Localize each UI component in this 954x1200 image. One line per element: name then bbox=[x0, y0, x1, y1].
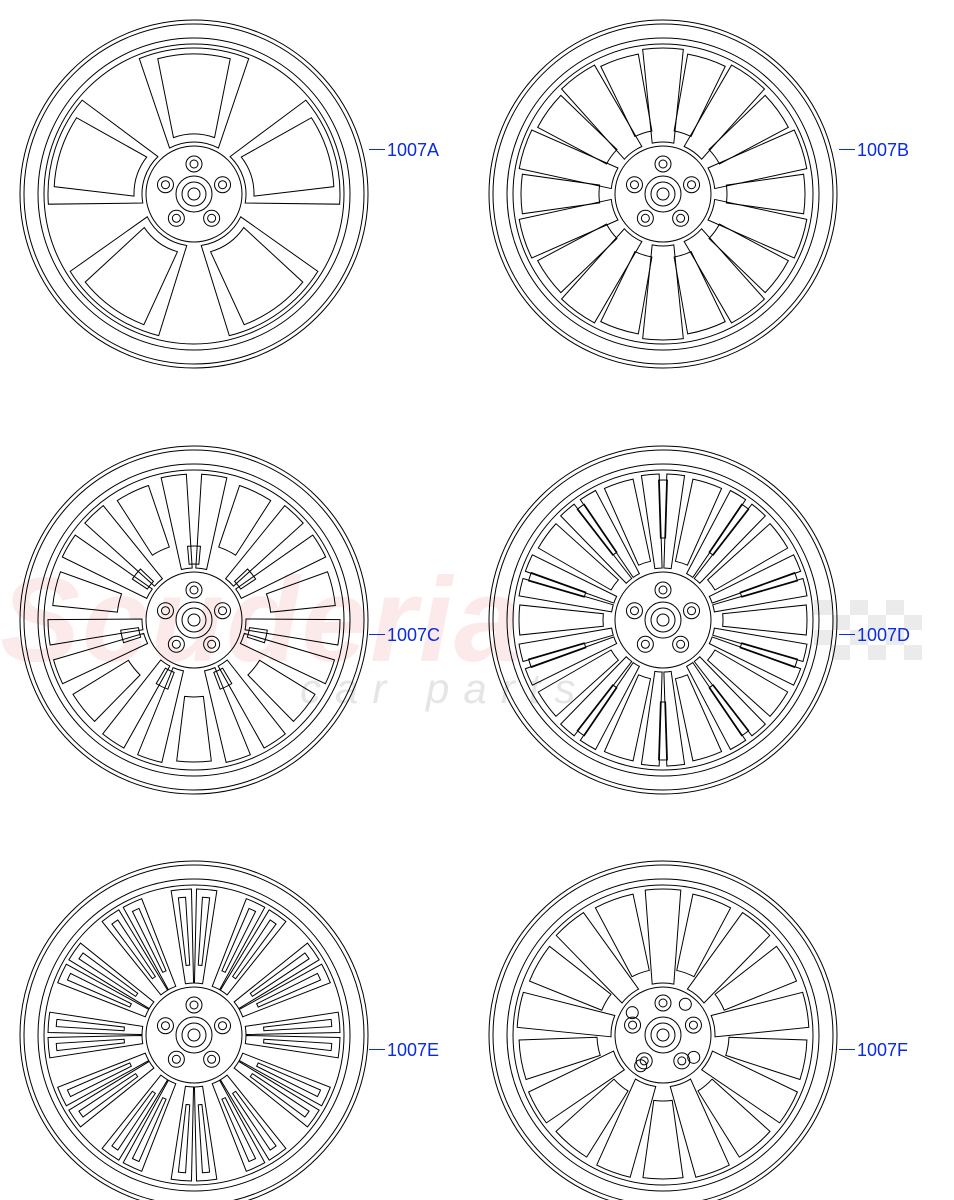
callout-label[interactable]: 1007E bbox=[387, 1040, 439, 1061]
callout-line bbox=[839, 149, 855, 150]
callout-label[interactable]: 1007A bbox=[387, 140, 439, 161]
callout-line bbox=[839, 634, 855, 635]
callout-line bbox=[839, 1049, 855, 1050]
callout-label[interactable]: 1007D bbox=[857, 625, 910, 646]
callout-label[interactable]: 1007B bbox=[857, 140, 909, 161]
wheel-1007D bbox=[485, 442, 841, 798]
wheel-1007A bbox=[16, 16, 372, 372]
wheel-1007F bbox=[485, 857, 841, 1200]
callout-line bbox=[369, 1049, 385, 1050]
callout-line bbox=[369, 634, 385, 635]
wheel-1007B bbox=[485, 16, 841, 372]
callout-line bbox=[369, 149, 385, 150]
wheel-1007C bbox=[16, 442, 372, 798]
wheel-1007E bbox=[16, 857, 372, 1200]
parts-diagram-page: Scuderia car parts 1007A bbox=[0, 0, 954, 1200]
callout-label[interactable]: 1007F bbox=[857, 1040, 908, 1061]
callout-label[interactable]: 1007C bbox=[387, 625, 440, 646]
